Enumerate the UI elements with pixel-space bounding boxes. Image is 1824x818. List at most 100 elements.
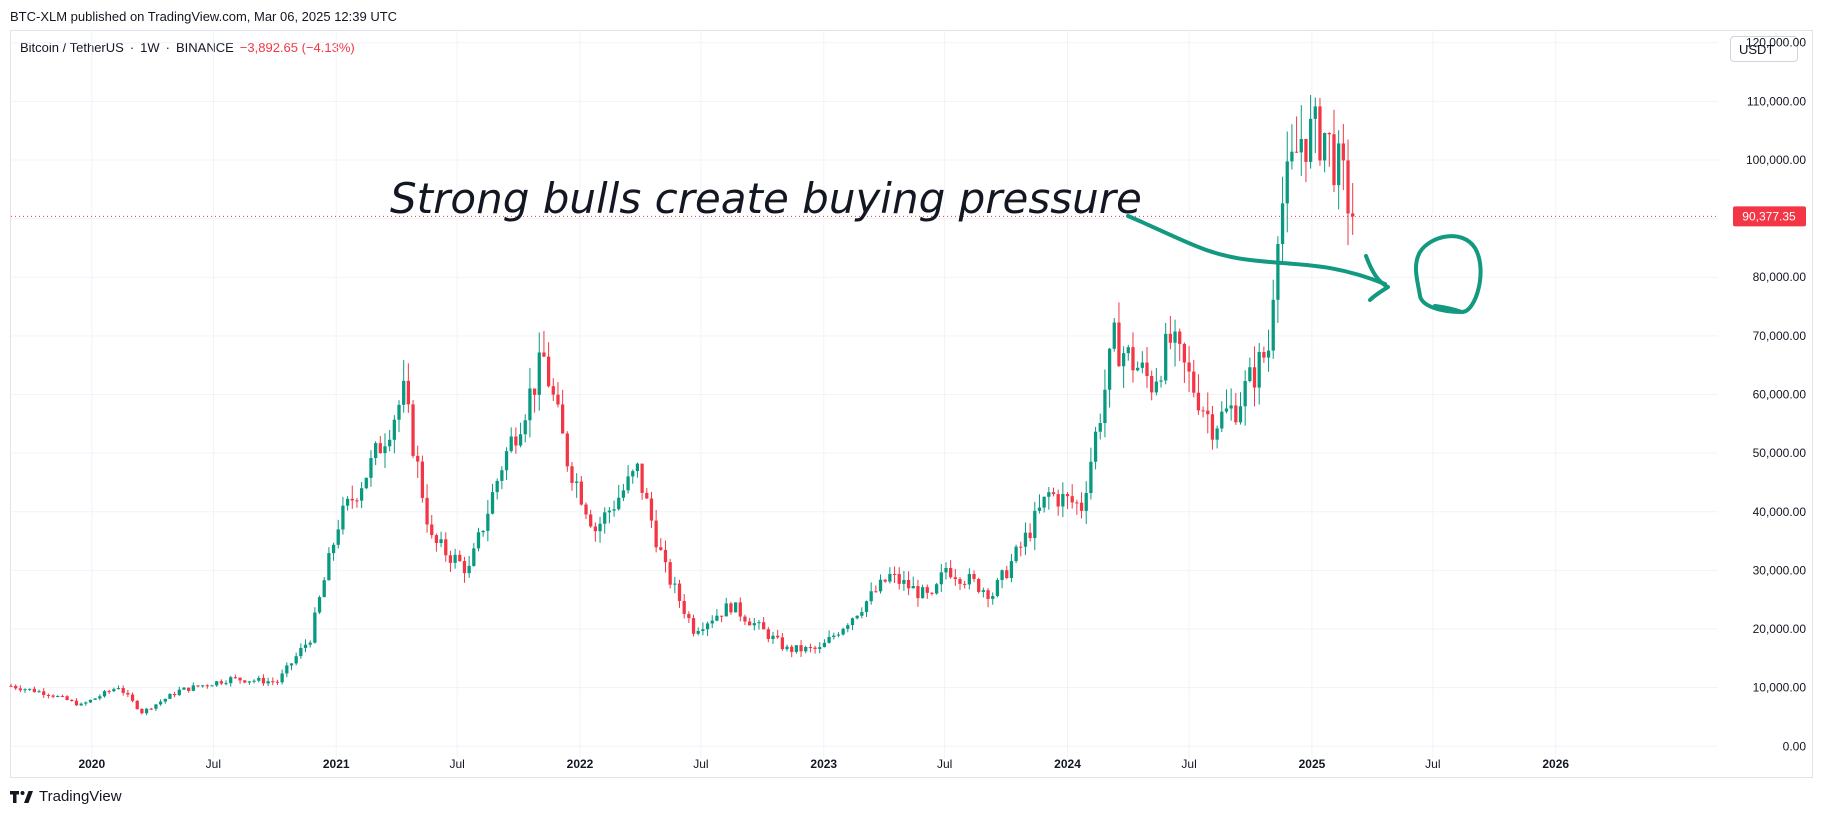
candle (841, 627, 845, 636)
candle (458, 550, 462, 563)
tradingview-logo-text: TradingView (39, 788, 122, 805)
candle (350, 485, 354, 509)
x-tick-label: Jul (937, 757, 952, 771)
candle (1112, 318, 1116, 352)
candle (500, 466, 504, 490)
candle (504, 447, 509, 480)
candle (584, 502, 588, 520)
candle (542, 330, 546, 358)
candle (327, 547, 331, 581)
candle (23, 688, 27, 693)
candle (317, 595, 322, 615)
candle (18, 685, 22, 693)
candle (261, 674, 266, 686)
candle (1047, 486, 1051, 510)
candle (490, 483, 495, 515)
candle (1009, 553, 1014, 583)
candle (215, 680, 219, 687)
candle (1121, 346, 1126, 388)
candle (149, 707, 153, 711)
candle (570, 461, 574, 491)
annotation-text: Strong bulls create buying pressure (390, 174, 1142, 223)
candle (593, 522, 597, 542)
x-tick-label: 2026 (1542, 757, 1569, 771)
current-price-label: 90,377.35 (1742, 209, 1796, 223)
candle (794, 645, 799, 654)
candle (1220, 401, 1224, 433)
candle (1351, 183, 1355, 235)
candle (1299, 105, 1303, 176)
annotation-arrow-head (1364, 254, 1390, 302)
candle (556, 382, 560, 408)
candle (1215, 425, 1219, 449)
symbol-legend[interactable]: Bitcoin / TetherUS · 1W · BINANCE −3,892… (20, 40, 355, 55)
candle (65, 695, 69, 701)
current-price-line: 90,377.35 (11, 206, 1806, 227)
candle (804, 645, 808, 654)
legend-symbol: Bitcoin / TetherUS (20, 40, 124, 55)
candle (1028, 523, 1032, 542)
candle (790, 644, 794, 658)
candle (1294, 116, 1299, 153)
y-tick-label: 10,000.00 (1753, 681, 1807, 695)
candle (1178, 328, 1182, 362)
candle (46, 693, 51, 699)
candle (607, 507, 612, 524)
candle (359, 481, 364, 509)
candle (1243, 370, 1247, 426)
tradingview-logo[interactable]: TradingView (10, 788, 122, 805)
candle (56, 695, 60, 698)
candle (1276, 236, 1280, 323)
candle (1332, 109, 1336, 193)
y-tick-label: 80,000.00 (1753, 270, 1807, 284)
candle (1164, 322, 1168, 385)
candle (528, 367, 532, 438)
y-tick-label: 30,000.00 (1753, 563, 1807, 577)
candle (229, 675, 233, 687)
y-tick-label: 40,000.00 (1753, 505, 1807, 519)
candle (163, 698, 167, 704)
candle (224, 680, 228, 686)
candle (682, 594, 686, 619)
candle (972, 570, 976, 582)
candle (130, 692, 135, 703)
candle (612, 500, 616, 517)
candle (172, 691, 177, 698)
currency-button[interactable]: USDT (1730, 36, 1798, 62)
x-tick-label: 2021 (323, 757, 350, 771)
candle (266, 677, 270, 686)
candle (808, 643, 813, 653)
candle (575, 473, 579, 498)
candle (84, 701, 88, 706)
candle (1318, 97, 1322, 166)
candle (963, 580, 967, 589)
candle (621, 483, 626, 502)
candle (126, 689, 130, 698)
candle (331, 542, 336, 561)
candle (827, 630, 831, 644)
candle (1056, 489, 1060, 516)
candle (757, 619, 761, 630)
candle (1131, 332, 1135, 383)
candle (846, 623, 850, 633)
candle (589, 509, 593, 528)
candle (780, 632, 784, 651)
candle (668, 558, 672, 589)
candle (1079, 492, 1084, 519)
tradingview-logo-icon (10, 790, 33, 803)
candle (818, 642, 822, 654)
candle (878, 574, 883, 594)
candle (392, 415, 396, 454)
candle (397, 400, 401, 433)
candle (687, 611, 691, 623)
candle (724, 597, 728, 617)
candle (144, 708, 149, 716)
candle (659, 538, 663, 551)
candle (663, 540, 668, 573)
candle (991, 592, 995, 605)
candle (32, 686, 37, 693)
candle (701, 622, 705, 636)
chart-pane[interactable] (10, 30, 1813, 778)
candle (860, 607, 864, 619)
y-tick-label: 60,000.00 (1753, 388, 1807, 402)
